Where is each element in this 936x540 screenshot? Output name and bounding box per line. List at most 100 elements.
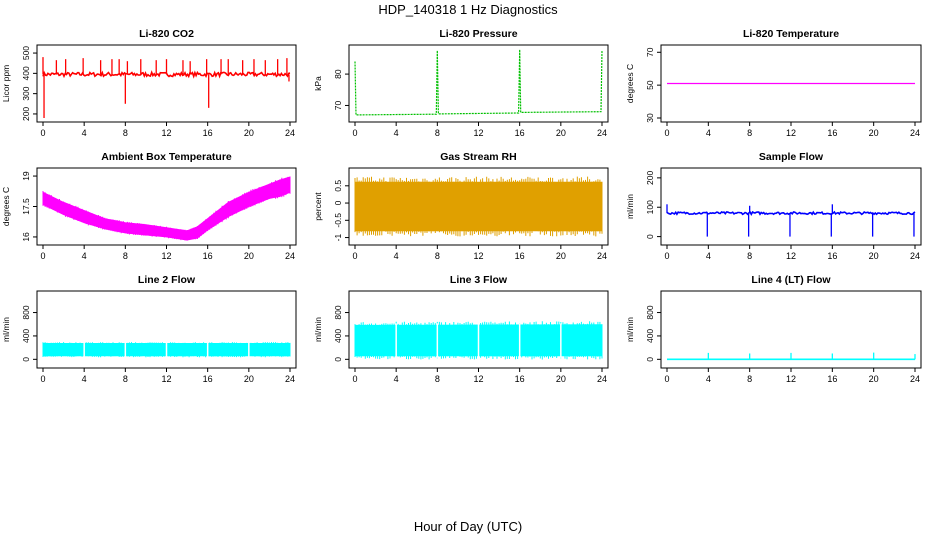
x-tick-label: 4 xyxy=(394,251,399,261)
x-tick-label: 12 xyxy=(786,251,796,261)
x-tick-label: 0 xyxy=(40,374,45,384)
y-tick-label: 400 xyxy=(333,329,343,343)
y-tick-label: 0.5 xyxy=(333,180,343,192)
x-tick-label: 8 xyxy=(123,251,128,261)
panel-title: Li-820 Pressure xyxy=(439,28,517,40)
x-tick-label: 0 xyxy=(664,128,669,138)
x-tick-label: 20 xyxy=(869,251,879,261)
panel-3: Ambient Box Temperature degrees C 16 17.5 19… xyxy=(1,151,297,261)
x-tick-label: 4 xyxy=(706,128,711,138)
x-tick-label: 24 xyxy=(285,251,295,261)
x-tick-label: 20 xyxy=(244,128,254,138)
y-tick-label: 70 xyxy=(333,100,343,110)
panel-title: Line 2 Flow xyxy=(138,274,196,286)
x-tick-label: 20 xyxy=(869,374,879,384)
y-tick-label: 80 xyxy=(333,69,343,79)
y-axis-label: ml/min xyxy=(625,317,635,342)
x-tick-label: 24 xyxy=(597,374,607,384)
x-tick-label: 8 xyxy=(435,374,440,384)
y-axis-label: percent xyxy=(313,192,323,221)
panel-title: Gas Stream RH xyxy=(440,151,516,163)
y-tick-label: 0 xyxy=(21,357,31,362)
x-tick-label: 0 xyxy=(664,251,669,261)
x-tick-label: 4 xyxy=(706,374,711,384)
x-tick-label: 24 xyxy=(597,251,607,261)
x-tick-label: 24 xyxy=(285,374,295,384)
y-tick-label: 500 xyxy=(21,46,31,60)
x-tick-label: 16 xyxy=(515,374,525,384)
panel-title: Line 3 Flow xyxy=(450,274,508,286)
x-tick-label: 24 xyxy=(910,128,920,138)
panel-title: Line 4 (LT) Flow xyxy=(751,274,831,286)
x-tick-label: 16 xyxy=(827,374,837,384)
data-line xyxy=(666,210,916,216)
y-axis-label: degrees C xyxy=(625,64,635,103)
x-tick-label: 16 xyxy=(203,251,213,261)
x-tick-label: 20 xyxy=(869,128,879,138)
x-tick-label: 16 xyxy=(203,374,213,384)
x-tick-label: 24 xyxy=(285,128,295,138)
y-tick-label: 70 xyxy=(645,47,655,57)
x-tick-label: 12 xyxy=(161,251,171,261)
x-tick-label: 0 xyxy=(664,374,669,384)
y-tick-label: 0 xyxy=(645,357,655,362)
x-tick-label: 8 xyxy=(123,128,128,138)
y-tick-label: 16 xyxy=(21,232,31,242)
y-tick-label: 200 xyxy=(645,171,655,185)
panel-title: Li-820 CO2 xyxy=(139,28,194,40)
x-tick-label: 4 xyxy=(82,128,87,138)
panel-7: Line 3 Flow ml/min 0 400 800 0 4 8 12 16 20 24 xyxy=(313,274,609,384)
y-axis-label: ml/min xyxy=(1,317,11,342)
y-tick-label: 19 xyxy=(21,171,31,181)
x-tick-label: 12 xyxy=(473,128,483,138)
data-noise xyxy=(42,176,291,241)
y-axis-label: Licor ppm xyxy=(1,65,11,102)
x-tick-label: 24 xyxy=(910,251,920,261)
panel-title: Li-820 Temperature xyxy=(743,28,839,40)
x-tick-label: 24 xyxy=(910,374,920,384)
x-tick-label: 0 xyxy=(352,251,357,261)
plot-frame xyxy=(36,44,297,123)
x-tick-label: 20 xyxy=(244,251,254,261)
panel-2: Li-820 Temperature degrees C 30 50 70 0 4 8 12 16… xyxy=(625,28,922,138)
x-tick-label: 12 xyxy=(786,128,796,138)
x-tick-label: 12 xyxy=(786,374,796,384)
y-tick-label: 0 xyxy=(333,200,343,205)
x-tick-label: 20 xyxy=(556,374,566,384)
y-tick-label: 800 xyxy=(645,305,655,319)
y-tick-label: 100 xyxy=(645,200,655,214)
y-tick-label: 800 xyxy=(21,305,31,319)
x-tick-label: 12 xyxy=(161,374,171,384)
page-title: HDP_140318 1 Hz Diagnostics xyxy=(378,2,558,17)
y-tick-label: 50 xyxy=(645,80,655,90)
plot-frame xyxy=(660,167,922,246)
plot-frame xyxy=(348,44,609,123)
y-axis-label: ml/min xyxy=(313,317,323,342)
x-tick-label: 16 xyxy=(515,128,525,138)
x-tick-label: 8 xyxy=(747,128,752,138)
x-tick-label: 8 xyxy=(435,251,440,261)
x-tick-label: 12 xyxy=(473,374,483,384)
x-tick-label: 16 xyxy=(203,128,213,138)
x-tick-label: 16 xyxy=(827,128,837,138)
x-tick-label: 20 xyxy=(556,128,566,138)
data-noise xyxy=(354,176,603,237)
y-tick-label: 30 xyxy=(645,113,655,123)
x-tick-label: 4 xyxy=(394,128,399,138)
x-tick-label: 24 xyxy=(597,128,607,138)
y-tick-label: 400 xyxy=(645,329,655,343)
y-tick-label: 17.5 xyxy=(21,198,31,215)
x-tick-label: 0 xyxy=(352,128,357,138)
y-tick-label: 800 xyxy=(333,305,343,319)
y-tick-label: 0 xyxy=(333,357,343,362)
x-tick-label: 4 xyxy=(82,374,87,384)
y-tick-label: 400 xyxy=(21,66,31,80)
panel-title: Ambient Box Temperature xyxy=(101,151,232,163)
y-tick-label: -0.5 xyxy=(333,213,343,228)
y-axis-label: ml/min xyxy=(625,194,635,219)
x-tick-label: 12 xyxy=(473,251,483,261)
x-tick-label: 0 xyxy=(40,128,45,138)
x-tick-label: 8 xyxy=(747,374,752,384)
x-tick-label: 4 xyxy=(82,251,87,261)
